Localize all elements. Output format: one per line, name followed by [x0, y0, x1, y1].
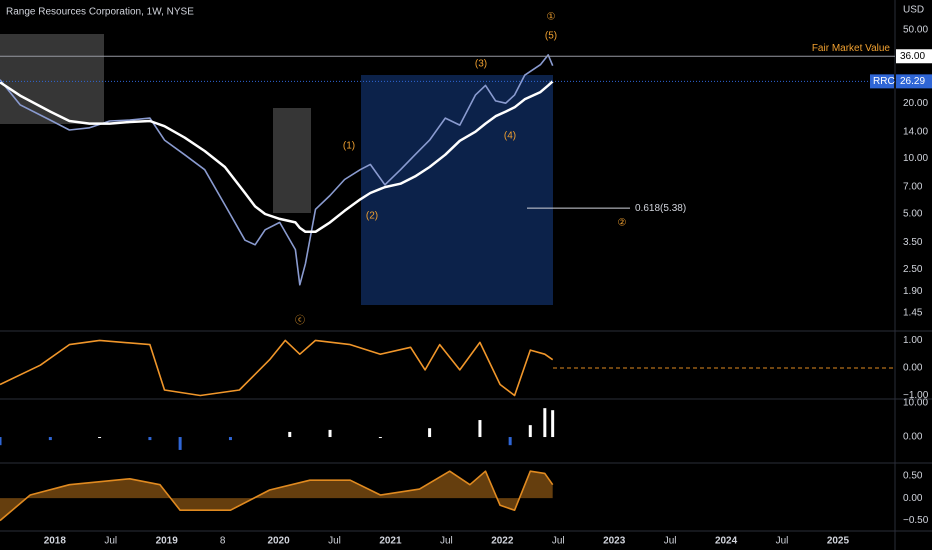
bar	[378, 437, 382, 439]
y-tick-label: 5.00	[903, 209, 923, 220]
y-tick-label: 10.00	[903, 153, 928, 164]
zone	[273, 108, 311, 213]
x-tick-label: Jul	[776, 536, 789, 547]
x-tick-label: 2019	[156, 536, 179, 547]
wave-label: ⓒ	[295, 315, 305, 327]
fair-value-label: Fair Market Value	[812, 43, 891, 54]
y-tick-label: 50.00	[903, 25, 928, 36]
x-tick-label: 2018	[44, 536, 67, 547]
x-tick-label: 2021	[379, 536, 402, 547]
bar	[543, 408, 547, 438]
wave-label: (1)	[343, 141, 355, 152]
y-tick-label: −0.50	[903, 515, 929, 526]
bar	[478, 420, 482, 438]
bar	[508, 437, 512, 446]
bar	[148, 437, 152, 441]
bar	[98, 437, 102, 439]
y-tick-label: 2.50	[903, 264, 923, 275]
bar	[48, 437, 52, 441]
y-tick-label: 0.00	[903, 493, 923, 504]
y-tick-label: 1.90	[903, 286, 923, 297]
zone	[361, 75, 553, 305]
x-tick-label: 2020	[267, 536, 290, 547]
price-box	[896, 49, 932, 64]
x-tick-label: Jul	[104, 536, 117, 547]
x-tick-label: Jul	[440, 536, 453, 547]
bar	[528, 425, 532, 438]
x-tick-label: 8	[220, 536, 226, 547]
bar	[228, 437, 232, 441]
y-tick-label: 20.00	[903, 98, 928, 109]
symbol-label: RRC	[873, 76, 895, 87]
line	[0, 470, 554, 522]
bar	[428, 428, 432, 438]
y-tick-label: −1.00	[903, 390, 929, 401]
y-tick-label: 1.00	[903, 335, 923, 346]
x-tick-label: 2025	[827, 536, 850, 547]
area	[0, 471, 553, 521]
y-tick-label: 0.00	[903, 363, 923, 374]
x-tick-label: 2023	[603, 536, 626, 547]
x-tick-label: 2024	[715, 536, 738, 547]
y-tick-label: 3.50	[903, 237, 923, 248]
fib-label: 0.618(5.38)	[635, 203, 686, 214]
line	[0, 339, 554, 397]
y-tick-label: 0.00	[903, 432, 923, 443]
line	[0, 54, 554, 286]
wave-label: (2)	[366, 211, 378, 222]
x-tick-label: 2022	[491, 536, 514, 547]
bar	[328, 429, 332, 438]
wave-label: (4)	[504, 131, 516, 142]
y-tick-label: 1.45	[903, 307, 923, 318]
bar	[288, 431, 292, 438]
bar	[0, 437, 2, 446]
x-tick-label: Jul	[552, 536, 565, 547]
x-tick-label: Jul	[328, 536, 341, 547]
wave-label: ②	[618, 218, 627, 229]
wave-label: (5)	[545, 31, 557, 42]
bar	[551, 410, 555, 438]
bar	[178, 437, 182, 450]
chart-title: Range Resources Corporation, 1W, NYSE	[6, 7, 194, 18]
x-tick-label: Jul	[664, 536, 677, 547]
y-tick-label: 14.00	[903, 126, 928, 137]
symbol-box	[870, 74, 894, 89]
y-tick-label: 0.50	[903, 470, 923, 481]
y-tick-label: 7.00	[903, 182, 923, 193]
wave-label: ①	[547, 12, 556, 23]
price-box	[896, 74, 932, 89]
price-label: 26.29	[900, 76, 925, 87]
zone	[0, 34, 104, 124]
price-label: 36.00	[900, 51, 925, 62]
currency: USD	[903, 5, 924, 16]
y-tick-label: 10.00	[903, 398, 928, 409]
line	[0, 80, 554, 234]
wave-label: (3)	[475, 59, 487, 70]
